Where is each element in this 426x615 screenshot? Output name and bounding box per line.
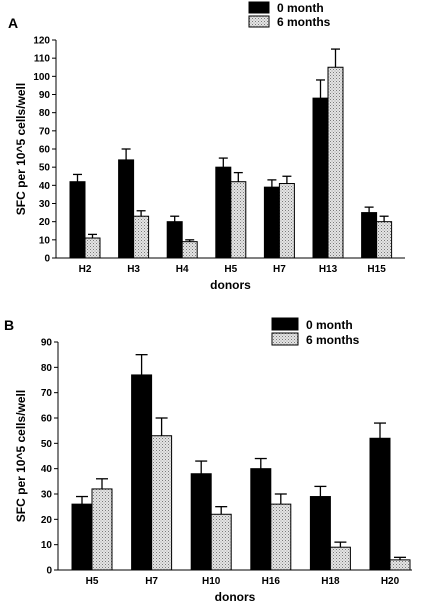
x-tick-label-h20: H20 (381, 576, 400, 587)
x-axis-title: donors (210, 278, 251, 292)
y-axis-title: SFC per 10^5 cells/well (14, 390, 28, 522)
bar-0-month-h5 (71, 503, 93, 571)
bar-0-month-h2 (69, 181, 86, 259)
y-tick-label: 30 (39, 199, 51, 210)
y-tick-label: 30 (41, 490, 53, 501)
bar-0-month-h16 (250, 468, 272, 571)
chart-panel-b: B 0 10 20 30 40 50 60 70 80 90 SFC per 10^5 cells/w… (4, 317, 412, 604)
x-axis-title: donors (215, 590, 256, 604)
y-tick-label: 50 (41, 439, 53, 450)
bar-0-month-h13 (312, 97, 329, 259)
bar-6-months-h18 (329, 546, 351, 571)
bar-0-month-h3 (118, 159, 135, 259)
x-tick-label-h5: H5 (86, 576, 99, 587)
x-tick-label-h4: H4 (176, 264, 189, 275)
bar-6-months-h4 (181, 241, 198, 259)
bar-6-months-h7 (151, 435, 173, 571)
x-tick-label-h10: H10 (202, 576, 221, 587)
y-tick-label: 90 (41, 338, 53, 349)
y-axis-title: SFC per 10^5 cells/well (14, 83, 28, 215)
y-tick-label: 80 (41, 363, 53, 374)
y-tick-label: 0 (44, 254, 50, 265)
bar-0-month-h7 (131, 374, 153, 571)
bar-0-month-h10 (190, 473, 212, 571)
legend-label-6-months: 6 months (306, 333, 360, 347)
x-tick-label-h7: H7 (273, 264, 286, 275)
x-tick-label-h5: H5 (224, 264, 237, 275)
panel-letter: A (8, 15, 18, 31)
y-tick-label: 60 (41, 414, 53, 425)
y-tick-label: 70 (41, 388, 53, 399)
x-tick-label-h2: H2 (79, 264, 92, 275)
y-tick-label: 10 (39, 235, 51, 246)
bar-6-months-h7 (278, 183, 295, 259)
bar-6-months-h5 (91, 488, 113, 571)
legend-swatch-6-months (271, 332, 299, 346)
x-tick-label-h18: H18 (321, 576, 340, 587)
legend-swatch-0-month (248, 1, 270, 14)
bar-6-months-h20 (389, 559, 411, 571)
legend-swatch-0-month (271, 317, 299, 331)
y-tick-label: 20 (39, 217, 51, 228)
y-tick-label: 10 (41, 540, 53, 551)
x-tick-label-h15: H15 (367, 264, 386, 275)
bar-6-months-h3 (133, 215, 150, 259)
x-tick-label-h3: H3 (127, 264, 140, 275)
y-tick-label: 60 (39, 145, 51, 156)
bar-6-months-h10 (210, 513, 232, 571)
x-tick-label-h16: H16 (262, 576, 281, 587)
y-tick-label: 90 (39, 90, 51, 101)
bar-0-month-h4 (166, 221, 183, 259)
bar-0-month-h15 (361, 212, 378, 259)
y-tick-label: 0 (46, 566, 52, 577)
legend-label-0-month: 0 month (277, 1, 324, 15)
legend-label-6-months: 6 months (277, 15, 331, 29)
bar-0-month-h18 (309, 496, 331, 571)
y-tick-label: 110 (34, 54, 51, 65)
bar-6-months-h5 (230, 181, 247, 259)
y-tick-label: 80 (39, 108, 51, 119)
bar-6-months-h2 (84, 237, 101, 259)
bar-0-month-h7 (263, 186, 280, 259)
y-tick-label: 70 (39, 126, 51, 137)
x-tick-label-h7: H7 (145, 576, 158, 587)
legend-label-0-month: 0 month (306, 318, 353, 332)
x-tick-label-h13: H13 (319, 264, 338, 275)
bar-0-month-h20 (369, 437, 391, 571)
y-tick-label: 120 (33, 36, 50, 47)
y-tick-label: 40 (41, 464, 53, 475)
bar-6-months-h15 (376, 221, 393, 259)
bar-0-month-h5 (215, 166, 232, 259)
y-tick-label: 20 (41, 515, 53, 526)
chart-panel-a: A 0 10 20 30 40 50 60 70 80 90 100 110 120 SFC per 10^… (8, 1, 405, 292)
y-tick-label: 50 (39, 163, 51, 174)
bar-6-months-h16 (270, 503, 292, 571)
legend-swatch-6-months (248, 15, 270, 28)
panel-letter: B (4, 317, 14, 333)
y-tick-label: 40 (39, 181, 51, 192)
bar-6-months-h13 (327, 66, 344, 259)
y-tick-label: 100 (33, 72, 50, 83)
